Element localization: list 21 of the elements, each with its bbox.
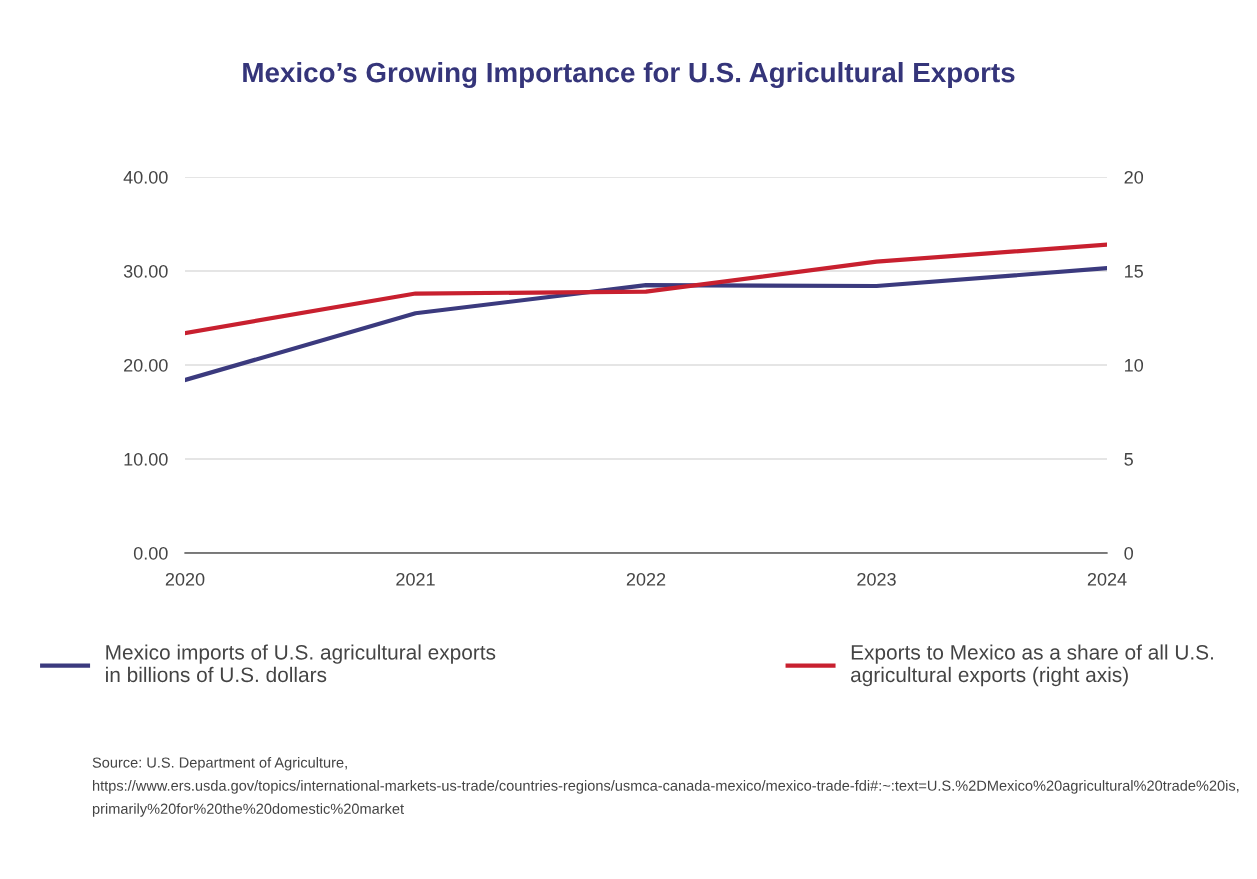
legend-label: Exports to Mexico as a share of all U.S. agricultural exports (right axis) [851,644,1213,687]
line-series [185,266,1107,383]
y-tick-label: 0.00 [133,546,168,560]
y2-tick-label: 5 [1124,453,1133,466]
x-tick-label: 2020 [165,572,205,586]
line-series [185,242,1107,336]
x-tick-label: 2021 [396,572,435,586]
chart-title: Mexico’s Growing Importance for U.S. Agricultural Exports [243,61,1015,89]
y2-tick-label: 0 [1124,546,1133,560]
source-note: Source: U.S. Department of Agriculture, https://www.ers.usda.gov/topics/international-markets-us-trade/countries-regions/usmca-canada-mexico/mexico-trade-fdi#:~:text=U.S.%2DMexico%20agricultural%20trade%20is, primarily%20for%20the%20domestic%20market [92,757,1239,817]
x-tick-label: 2024 [1087,572,1127,586]
x-tick-label: 2022 [626,572,666,586]
x-tick-label: 2023 [857,572,896,586]
y-tick-label: 10.00 [124,452,168,466]
y2-tick-label: 15 [1125,265,1143,278]
legend-label: Mexico imports of U.S. agricultural exports in billions of U.S. dollars [106,644,496,683]
y-tick-label: 30.00 [123,264,168,278]
y-tick-label: 20.00 [124,358,168,372]
y2-tick-label: 20 [1124,170,1144,184]
y-tick-label: 40.00 [123,170,168,184]
y2-tick-label: 10 [1125,358,1144,372]
